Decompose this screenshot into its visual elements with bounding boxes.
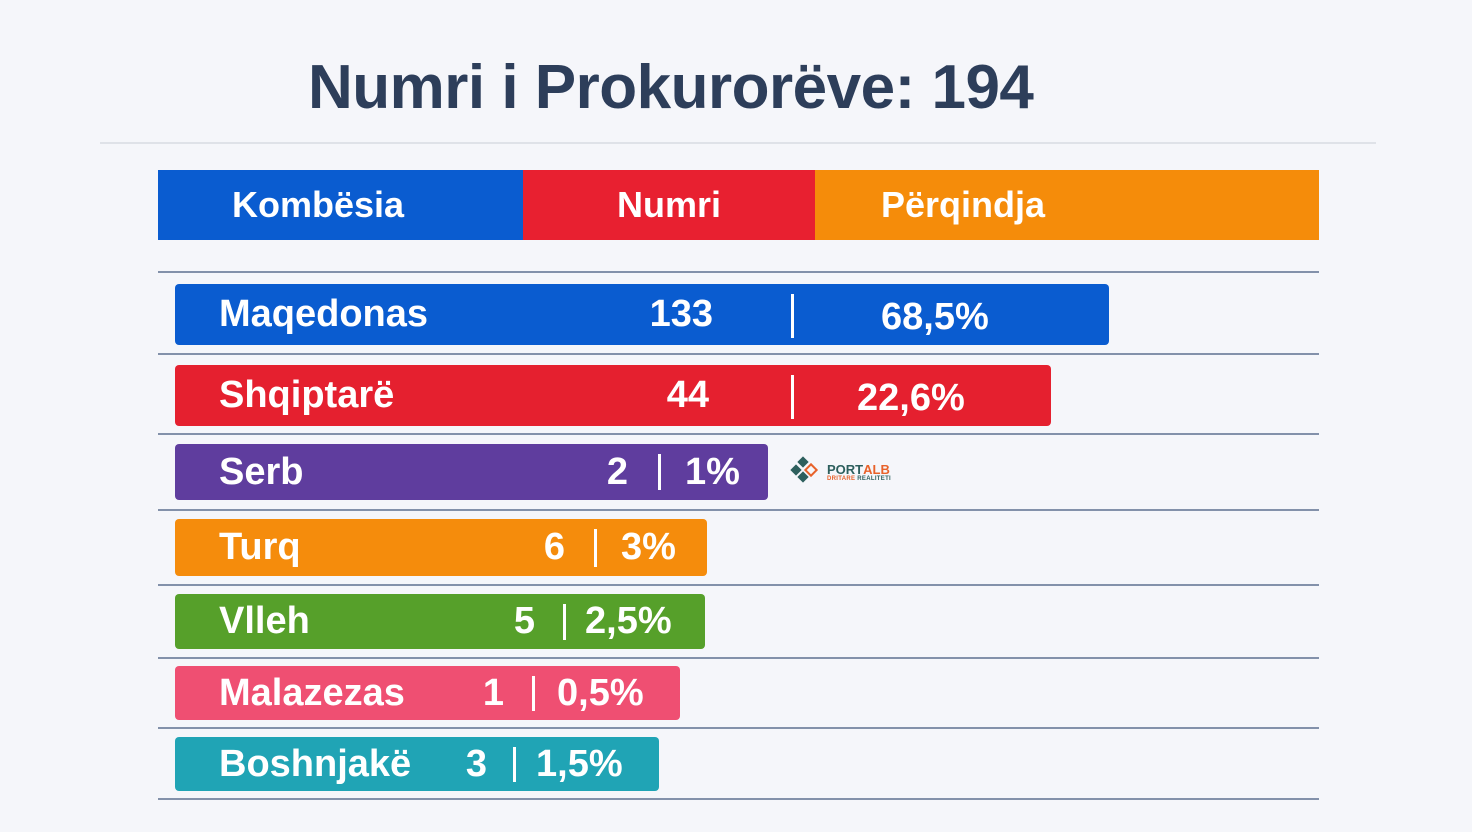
separator (658, 454, 661, 490)
separator (532, 676, 535, 711)
separator (594, 529, 597, 567)
table-header: Kombësia Numri Përqindja (158, 170, 1319, 240)
row-divider (158, 798, 1319, 800)
portalb-logo: PORTALB DRITARE REALITETI (790, 456, 891, 488)
separator (791, 294, 794, 338)
row-divider (158, 271, 1319, 273)
row-divider (158, 433, 1319, 435)
bar-boshnjake: Boshnjakë 3 1,5% (175, 737, 659, 791)
bar-shqiptare: Shqiptarë 44 22,6% (175, 365, 1051, 426)
separator (791, 375, 794, 419)
bar-turq: Turq 6 3% (175, 519, 707, 576)
separator (563, 604, 566, 640)
logo-diamond-icon (790, 456, 819, 483)
row-divider (158, 353, 1319, 355)
header-count: Numri (523, 170, 815, 240)
header-percent: Përqindja (815, 170, 1319, 240)
row-divider (158, 509, 1319, 511)
row-divider (158, 584, 1319, 586)
row-divider (158, 727, 1319, 729)
separator (513, 747, 516, 782)
bar-serb: Serb 2 1% (175, 444, 768, 500)
chart-title: Numri i Prokurorëve: 194 (308, 53, 1034, 122)
bar-maqedonas: Maqedonas 133 68,5% (175, 284, 1109, 345)
bar-vlleh: Vlleh 5 2,5% (175, 594, 705, 649)
header-nationality: Kombësia (158, 170, 523, 240)
bar-malazezas: Malazezas 1 0,5% (175, 666, 680, 720)
title-divider (100, 142, 1376, 144)
row-divider (158, 657, 1319, 659)
